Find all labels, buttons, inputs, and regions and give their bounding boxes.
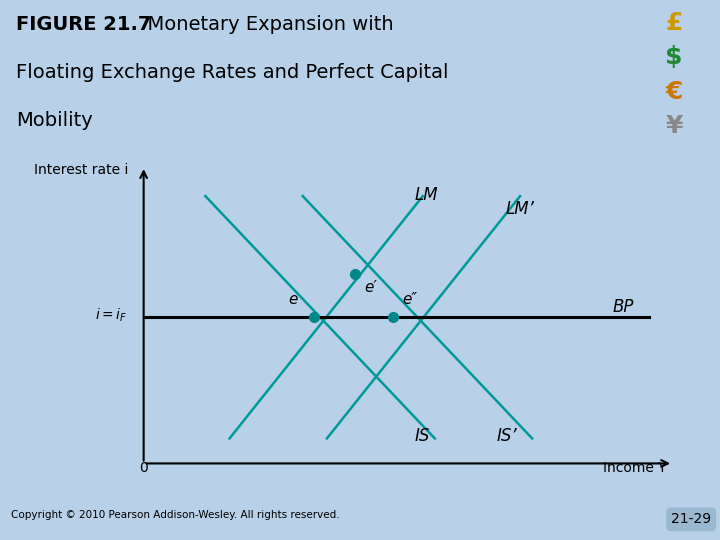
Text: FIGURE 21.7: FIGURE 21.7 xyxy=(16,15,151,34)
Text: Income Y: Income Y xyxy=(603,461,667,475)
Text: Mobility: Mobility xyxy=(16,111,92,130)
Text: €: € xyxy=(665,79,683,104)
Text: Interest rate i: Interest rate i xyxy=(34,163,128,177)
Text: LM’: LM’ xyxy=(505,200,534,219)
Text: e: e xyxy=(288,292,297,307)
Text: Copyright © 2010 Pearson Addison-Wesley. All rights reserved.: Copyright © 2010 Pearson Addison-Wesley.… xyxy=(11,510,339,520)
Text: Monetary Expansion with: Monetary Expansion with xyxy=(135,15,394,34)
Text: $: $ xyxy=(665,45,683,69)
Text: e′: e′ xyxy=(364,280,377,294)
Text: BP: BP xyxy=(612,299,634,316)
Text: IS’: IS’ xyxy=(497,427,517,445)
Text: LM: LM xyxy=(415,186,438,204)
Text: 0: 0 xyxy=(139,461,148,475)
Text: IS: IS xyxy=(415,427,430,445)
Text: e″: e″ xyxy=(402,292,418,307)
Text: Floating Exchange Rates and Perfect Capital: Floating Exchange Rates and Perfect Capi… xyxy=(16,63,448,82)
Text: 21-29: 21-29 xyxy=(671,512,711,526)
Text: £: £ xyxy=(665,10,683,35)
Text: ¥: ¥ xyxy=(665,114,683,138)
Text: $i = i_F$: $i = i_F$ xyxy=(95,307,127,325)
